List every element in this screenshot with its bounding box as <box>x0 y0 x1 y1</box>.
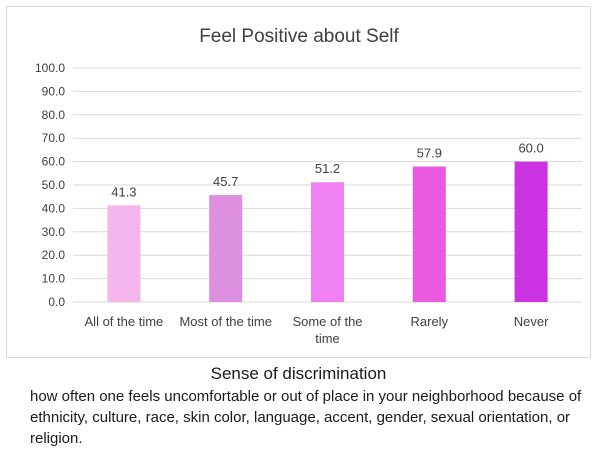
y-tick-label: 50.0 <box>42 178 66 192</box>
data-label: 60.0 <box>518 141 543 156</box>
bar <box>514 161 548 302</box>
data-label: 51.2 <box>315 161 340 176</box>
y-tick-label: 40.0 <box>42 201 66 215</box>
bar <box>311 182 344 302</box>
x-tick-label: Most of the time <box>179 314 271 329</box>
y-tick-label: 60.0 <box>42 155 66 169</box>
bar-chart: Feel Positive about Self 0.0 10.0 20.0 30.0 4… <box>35 26 582 346</box>
x-tick-label: Never <box>514 314 549 329</box>
y-tick-label: 30.0 <box>42 225 66 239</box>
chart-title: Feel Positive about Self <box>199 26 399 47</box>
x-tick-label: All of the time <box>85 314 164 329</box>
x-tick-label: time <box>315 331 340 346</box>
y-tick-label: 0.0 <box>48 295 65 309</box>
y-tick-label: 20.0 <box>42 248 66 262</box>
chart-frame: Feel Positive about Self 0.0 10.0 20.0 30.0 4… <box>6 6 591 358</box>
bar <box>412 166 446 302</box>
y-tick-label: 100.0 <box>35 61 65 75</box>
y-tick-label: 80.0 <box>42 108 66 122</box>
data-label: 57.9 <box>417 146 442 161</box>
caption-body: how often one feels uncomfortable or out… <box>30 388 582 447</box>
x-tick-label: Rarely <box>411 314 449 329</box>
bar <box>209 195 243 302</box>
x-tick-label: Some of the <box>292 314 362 329</box>
data-label: 41.3 <box>111 184 136 199</box>
y-tick-label: 90.0 <box>42 84 66 98</box>
bar <box>107 205 141 302</box>
y-tick-label: 70.0 <box>42 131 66 145</box>
caption-title: Sense of discrimination <box>210 364 387 383</box>
data-label: 45.7 <box>213 174 238 189</box>
y-tick-label: 10.0 <box>42 272 66 286</box>
